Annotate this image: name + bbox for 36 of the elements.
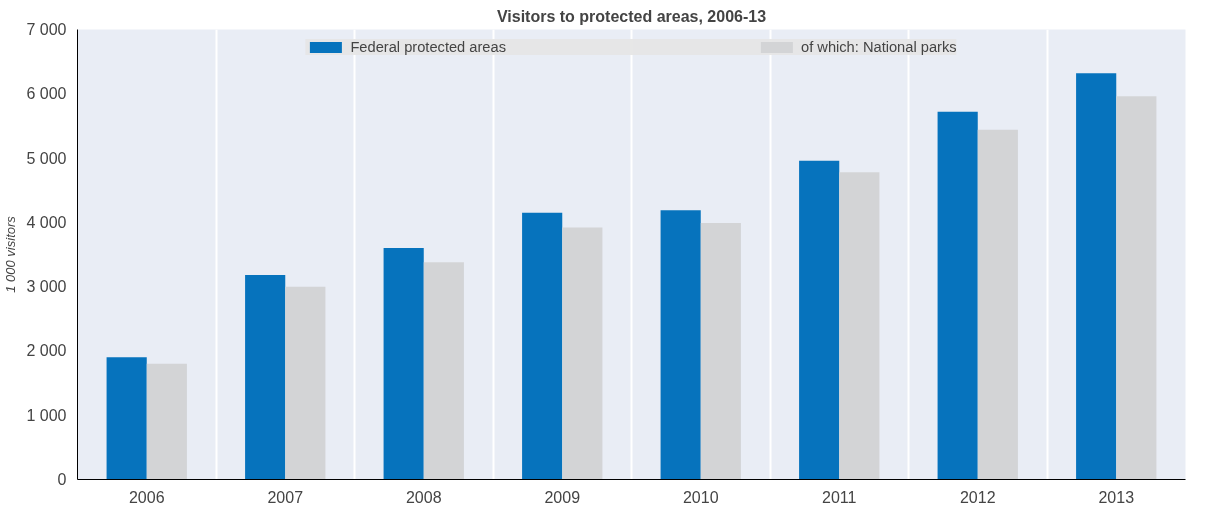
y-tick-label: 0 <box>57 471 67 488</box>
x-tick-label: 2006 <box>128 488 165 506</box>
x-tick-label: 2009 <box>544 488 581 506</box>
y-tick-label: 5 000 <box>26 149 67 167</box>
bar <box>562 227 603 480</box>
x-tick-label: 2008 <box>405 488 442 506</box>
bar <box>937 111 978 480</box>
bar <box>383 248 424 480</box>
bar <box>700 223 741 480</box>
bar <box>106 357 147 480</box>
x-tick-label: 2012 <box>959 488 996 506</box>
x-tick-label: 2010 <box>682 488 719 506</box>
y-tick-label: 4 000 <box>26 213 67 231</box>
y-tick-label: 6 000 <box>26 85 67 103</box>
y-tick-label: 1 000 <box>26 406 67 424</box>
bar <box>146 363 187 480</box>
x-tick-label: 2011 <box>822 488 857 506</box>
bar <box>660 210 701 480</box>
legend-label: Federal protected areas <box>350 39 506 55</box>
bar <box>522 212 563 480</box>
bar <box>1076 73 1117 480</box>
bar <box>423 262 464 480</box>
chart-title: Visitors to protected areas, 2006-13 <box>496 7 767 25</box>
y-tick-label: 7 000 <box>26 21 67 38</box>
bar <box>977 129 1018 480</box>
bar <box>799 160 840 480</box>
y-tick-label: 3 000 <box>26 278 67 296</box>
bar <box>285 286 326 480</box>
x-tick-label: 2013 <box>1098 488 1135 506</box>
bar <box>839 172 880 480</box>
x-tick-label: 2007 <box>267 488 304 506</box>
bar <box>1116 96 1157 480</box>
y-axis-title: 1 000 visitors <box>3 215 19 293</box>
bar <box>245 275 286 480</box>
y-tick-label: 2 000 <box>26 342 67 360</box>
legend-label: of which: National parks <box>801 39 957 55</box>
